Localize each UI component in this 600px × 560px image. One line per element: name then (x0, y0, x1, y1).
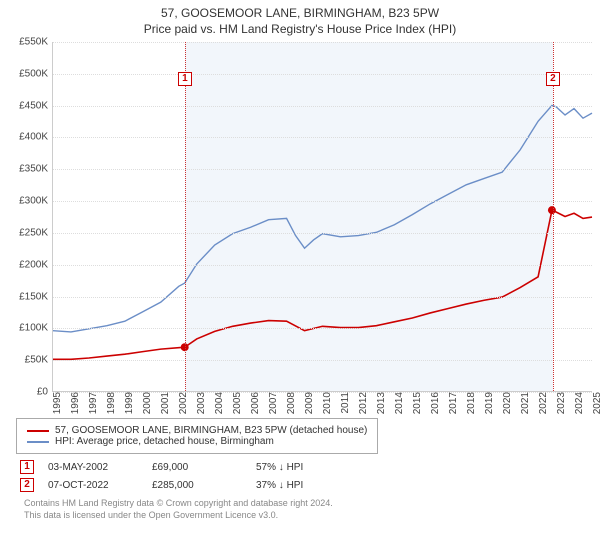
footer-line1: Contains HM Land Registry data © Crown c… (24, 498, 576, 510)
gridline (53, 42, 592, 43)
event-vline (185, 42, 186, 391)
ytick-label: £350K (8, 164, 48, 175)
legend-item: 57, GOOSEMOOR LANE, BIRMINGHAM, B23 5PW … (27, 425, 367, 436)
event-price: £285,000 (152, 480, 242, 491)
chart-area: £0 £50K £100K £150K £200K £250K £300K £350K £400… (8, 42, 592, 412)
gridline (53, 328, 592, 329)
xtick-label: 2025 (592, 392, 600, 414)
event-date: 07-OCT-2022 (48, 480, 138, 491)
gridline (53, 297, 592, 298)
ytick-label: £0 (8, 387, 48, 398)
ytick-label: £250K (8, 227, 48, 238)
ytick-label: £150K (8, 291, 48, 302)
ytick-label: £50K (8, 355, 48, 366)
gridline (53, 169, 592, 170)
ytick-label: £300K (8, 196, 48, 207)
event-row: 1 03-MAY-2002 £69,000 57% ↓ HPI (20, 460, 584, 474)
footer-line2: This data is licensed under the Open Gov… (24, 510, 576, 522)
events-list: 1 03-MAY-2002 £69,000 57% ↓ HPI 2 07-OCT-2022… (16, 460, 584, 492)
series-hpi (53, 105, 592, 332)
chart-svg (53, 42, 592, 391)
gridline (53, 137, 592, 138)
gridline (53, 360, 592, 361)
legend-item: HPI: Average price, detached house, Birm… (27, 436, 367, 447)
event-marker-box: 2 (546, 72, 560, 86)
event-row: 2 07-OCT-2022 £285,000 37% ↓ HPI (20, 478, 584, 492)
gridline (53, 74, 592, 75)
event-date: 03-MAY-2002 (48, 462, 138, 473)
legend-swatch (27, 441, 49, 443)
below-chart: 57, GOOSEMOOR LANE, BIRMINGHAM, B23 5PW … (16, 418, 584, 521)
chart-container: 57, GOOSEMOOR LANE, BIRMINGHAM, B23 5PW … (0, 0, 600, 560)
footer: Contains HM Land Registry data © Crown c… (16, 498, 584, 521)
ytick-label: £400K (8, 132, 48, 143)
event-marker: 2 (20, 478, 34, 492)
chart-title: 57, GOOSEMOOR LANE, BIRMINGHAM, B23 5PW (0, 0, 600, 20)
ytick-label: £200K (8, 259, 48, 270)
event-vline (553, 42, 554, 391)
legend-swatch (27, 430, 49, 432)
gridline (53, 265, 592, 266)
ytick-label: £500K (8, 68, 48, 79)
gridline (53, 106, 592, 107)
gridline (53, 233, 592, 234)
legend: 57, GOOSEMOOR LANE, BIRMINGHAM, B23 5PW … (16, 418, 378, 454)
ytick-label: £550K (8, 37, 48, 48)
plot-area: 12 (52, 42, 592, 392)
event-delta: 37% ↓ HPI (256, 480, 346, 491)
event-marker-box: 1 (178, 72, 192, 86)
legend-label: 57, GOOSEMOOR LANE, BIRMINGHAM, B23 5PW … (55, 425, 367, 436)
gridline (53, 201, 592, 202)
event-marker: 1 (20, 460, 34, 474)
ytick-label: £100K (8, 323, 48, 334)
event-delta: 57% ↓ HPI (256, 462, 346, 473)
chart-subtitle: Price paid vs. HM Land Registry's House … (0, 20, 600, 36)
event-price: £69,000 (152, 462, 242, 473)
legend-label: HPI: Average price, detached house, Birm… (55, 436, 274, 447)
ytick-label: £450K (8, 100, 48, 111)
